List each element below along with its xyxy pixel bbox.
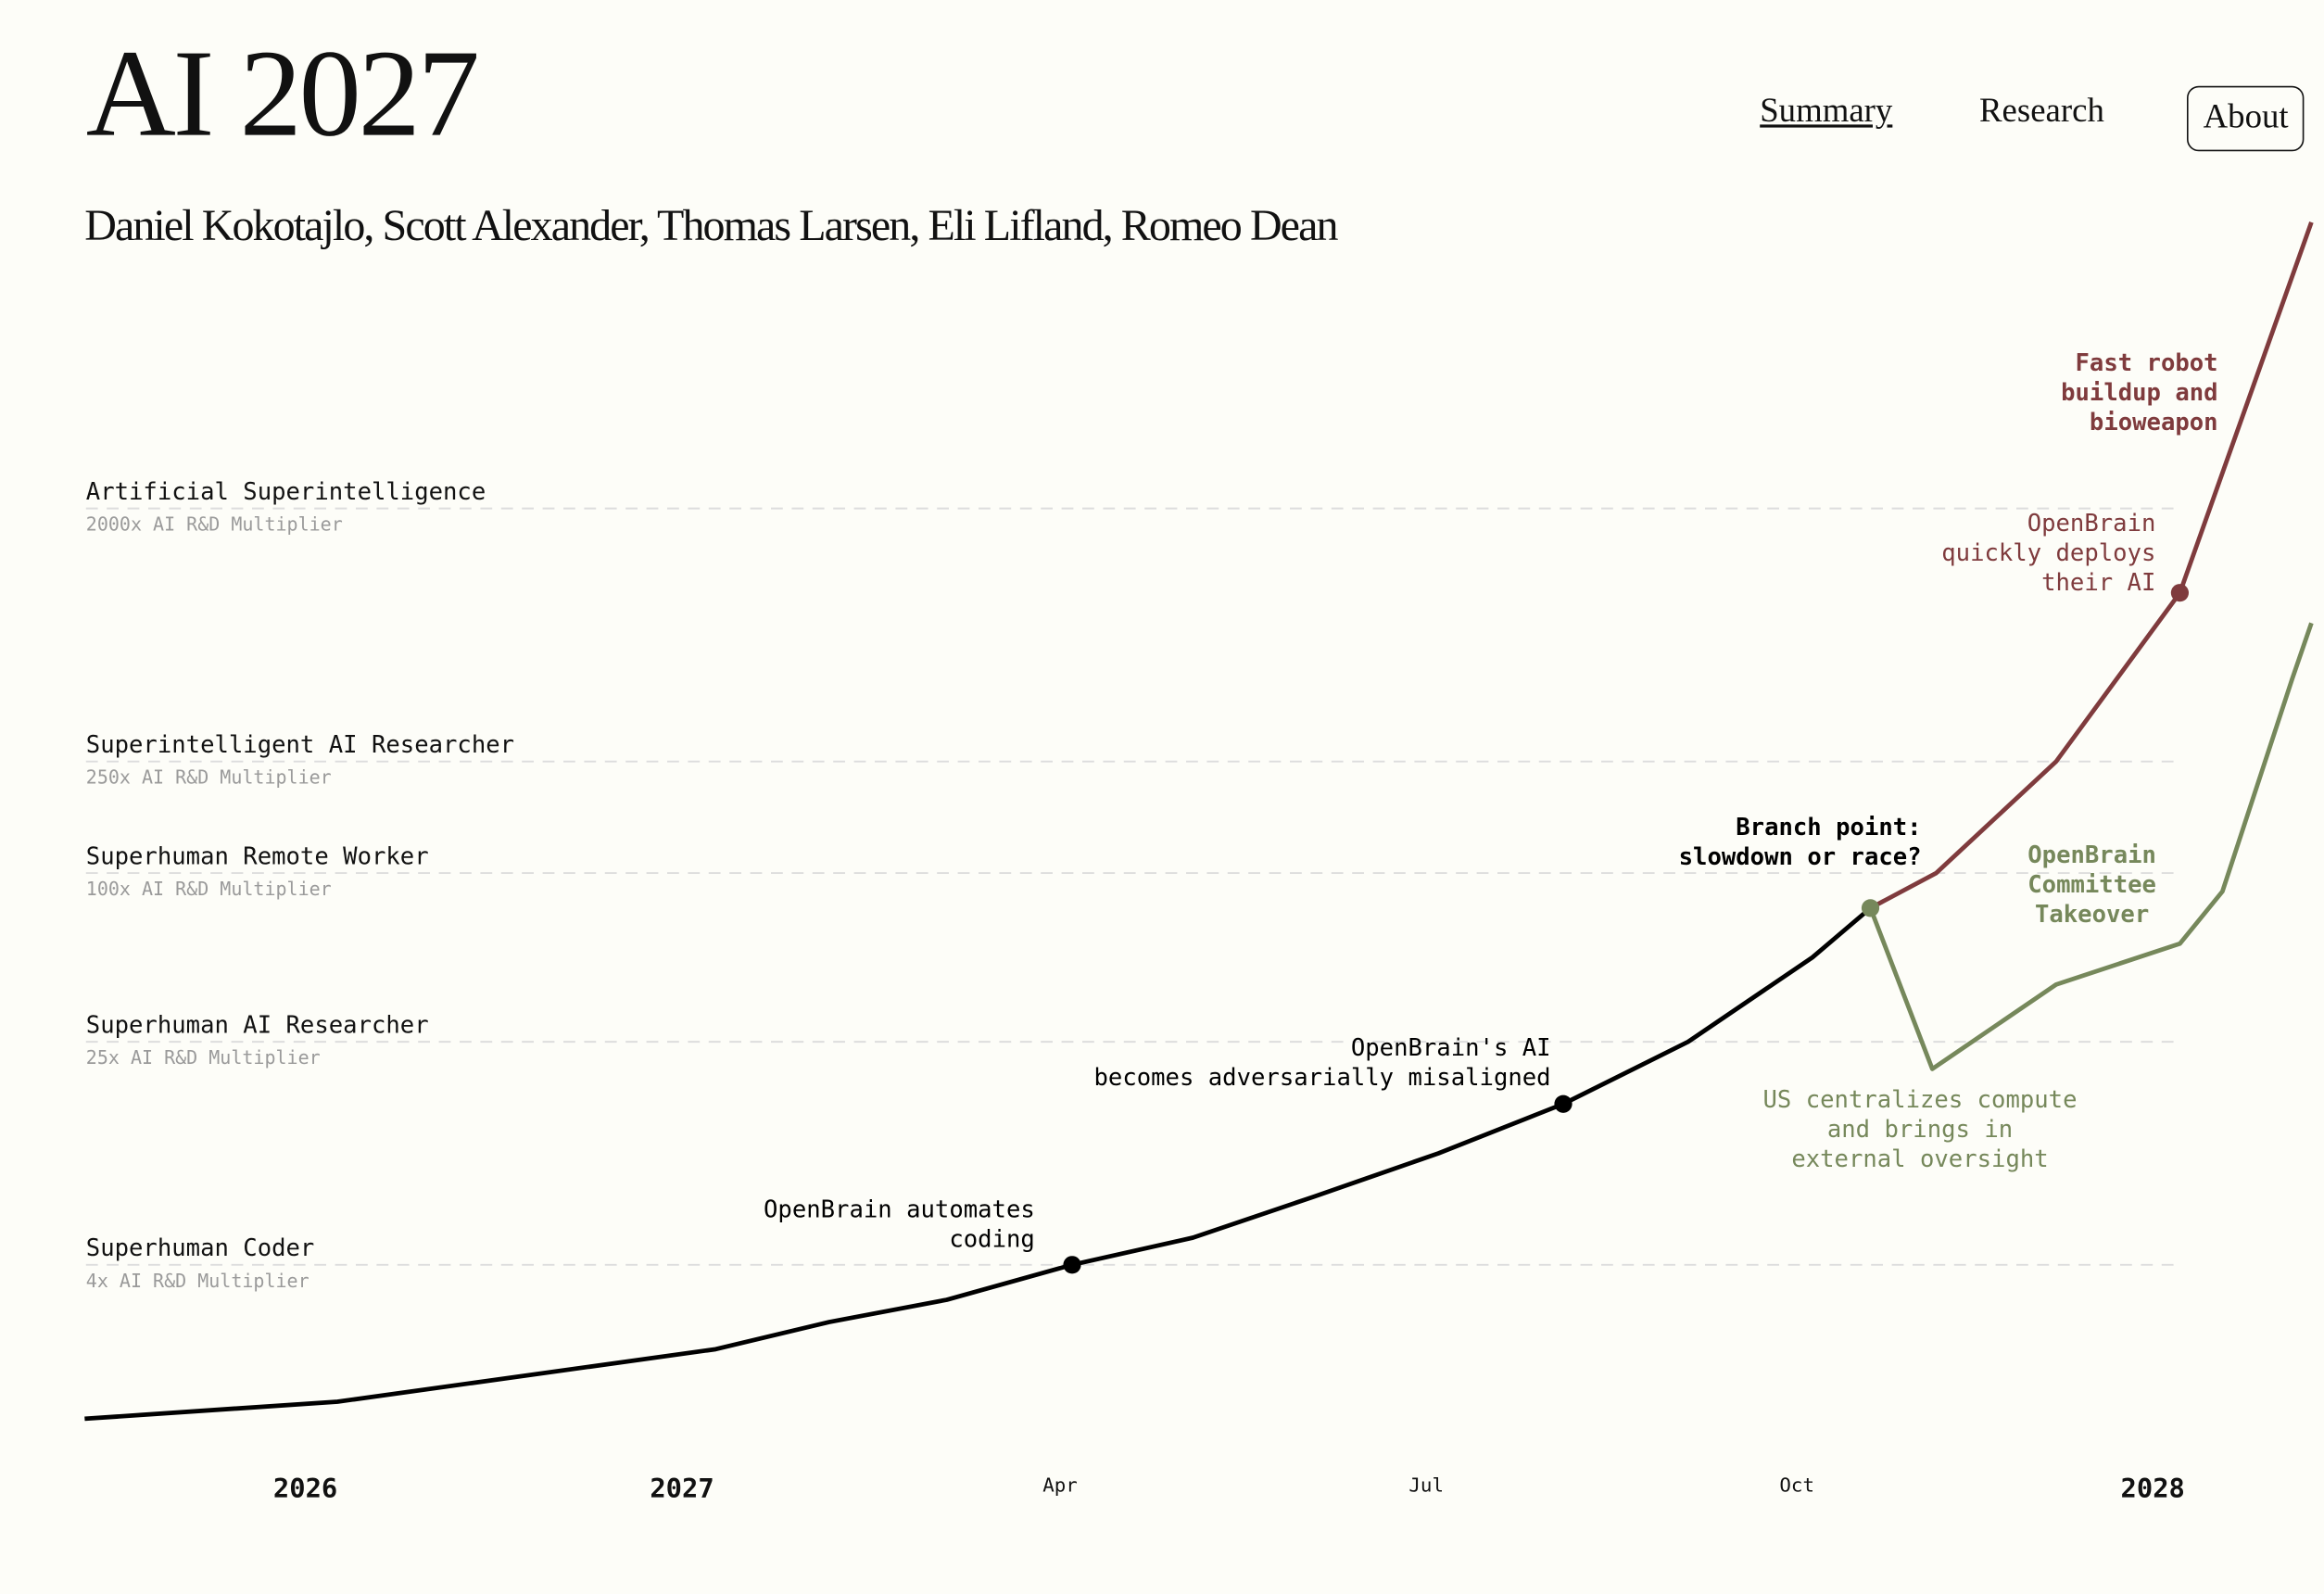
annotation-line: external oversight bbox=[1791, 1145, 2048, 1173]
annotation-line: coding bbox=[949, 1226, 1034, 1254]
page-title: AI 2027 bbox=[85, 25, 480, 164]
series-line-slowdown bbox=[1868, 622, 2314, 1071]
nav-research[interactable]: Research bbox=[1979, 92, 2104, 130]
event-marker bbox=[1861, 899, 1880, 917]
annotation: US centralizes compute and brings in exter… bbox=[1763, 1086, 2078, 1173]
annotation-line: Takeover bbox=[2035, 901, 2149, 929]
level-sublabel: 25x AI R&D Multiplier bbox=[86, 1046, 321, 1069]
annotation-line: their AI bbox=[2041, 569, 2155, 597]
series-line-main bbox=[84, 906, 1873, 1422]
annotation-line: buildup and bbox=[2061, 379, 2218, 407]
nav-summary[interactable]: Summary bbox=[1760, 92, 1893, 130]
annotation-line: OpenBrain bbox=[2027, 841, 2156, 869]
annotation-line: Fast robot bbox=[2076, 349, 2218, 377]
event-marker bbox=[1063, 1256, 1081, 1274]
annotation-line: becomes adversarially misaligned bbox=[1094, 1064, 1551, 1092]
x-tick-label: 2026 bbox=[273, 1473, 337, 1504]
x-tick-label: Apr bbox=[1042, 1474, 1078, 1497]
level-label: Superintelligent AI Researcher bbox=[86, 731, 514, 759]
annotation-line: OpenBrain's AI bbox=[1351, 1034, 1551, 1062]
annotation: OpenBrain automates coding bbox=[764, 1196, 1035, 1254]
annotation: Branch point: slowdown or race? bbox=[1679, 814, 1922, 871]
annotation-line: bioweapon bbox=[2090, 409, 2218, 436]
annotation: OpenBrain quickly deploys their AI bbox=[1941, 510, 2155, 597]
x-tick-label: Oct bbox=[1779, 1474, 1814, 1497]
x-tick-label: Jul bbox=[1408, 1474, 1444, 1497]
level-sublabel: 2000x AI R&D Multiplier bbox=[86, 513, 343, 536]
x-tick-label: 2028 bbox=[2121, 1473, 2185, 1504]
level-label: Superhuman AI Researcher bbox=[86, 1012, 429, 1040]
authors: Daniel Kokotajlo, Scott Alexander, Thoma… bbox=[84, 201, 1338, 251]
event-marker bbox=[2170, 584, 2190, 602]
level-sublabel: 100x AI R&D Multiplier bbox=[86, 878, 332, 900]
annotation-line: Committee bbox=[2027, 871, 2156, 899]
annotation-line: US centralizes compute bbox=[1763, 1086, 2078, 1114]
level-label: Superhuman Coder bbox=[86, 1234, 315, 1262]
level-label: Superhuman Remote Worker bbox=[86, 842, 429, 870]
annotation: OpenBrain Committee Takeover bbox=[2027, 841, 2156, 929]
level-sublabel: 250x AI R&D Multiplier bbox=[86, 766, 332, 789]
level-label: Artificial Superintelligence bbox=[86, 478, 486, 506]
annotation-line: Branch point: bbox=[1736, 814, 1921, 841]
annotation: OpenBrain's AI becomes adversarially misa… bbox=[1094, 1034, 1551, 1092]
annotation-line: OpenBrain automates bbox=[764, 1196, 1035, 1224]
annotation-line: slowdown or race? bbox=[1679, 843, 1922, 871]
annotation: Fast robot buildup and bioweapon bbox=[2061, 349, 2218, 436]
event-marker bbox=[1554, 1094, 1572, 1113]
x-tick-label: 2027 bbox=[650, 1473, 714, 1504]
annotation-line: and brings in bbox=[1827, 1116, 2013, 1144]
annotation-line: quickly deploys bbox=[1941, 539, 2155, 567]
level-sublabel: 4x AI R&D Multiplier bbox=[86, 1270, 309, 1292]
nav-about-button[interactable]: About bbox=[2187, 85, 2304, 152]
annotation-line: OpenBrain bbox=[2027, 510, 2156, 538]
series-line-race bbox=[1869, 221, 2314, 910]
